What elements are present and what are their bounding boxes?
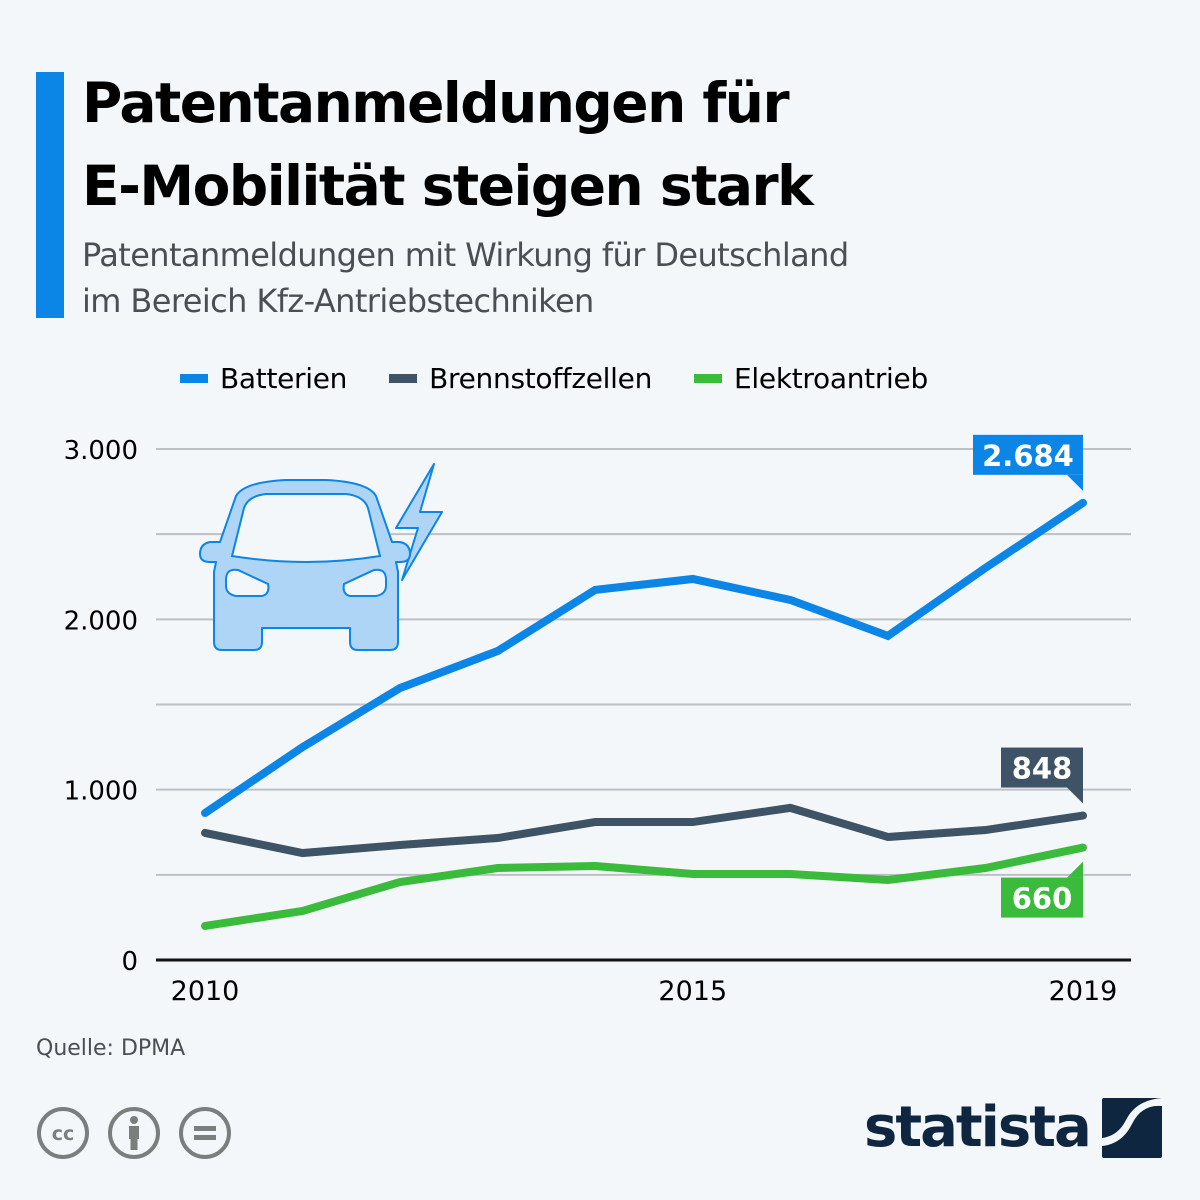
x-tick-label: 2015 xyxy=(658,976,727,1007)
cc-icon[interactable]: cc xyxy=(36,1106,90,1160)
source-note: Quelle: DPMA xyxy=(36,1036,186,1061)
end-label-text: 848 xyxy=(1012,752,1073,786)
end-label-pointer xyxy=(1067,787,1083,804)
series-lines xyxy=(201,498,1087,930)
end-label-brennstoffzellen: 848 xyxy=(1001,747,1083,804)
legend-item-elektroantrieb: Elektroantrieb xyxy=(694,362,928,395)
chart-title: Patentanmeldungen für E-Mobilität steige… xyxy=(82,62,814,228)
end-label-box xyxy=(973,434,1083,475)
statista-logo[interactable]: statista xyxy=(864,1098,1162,1158)
end-value-labels: 2.684 848 660 xyxy=(973,434,1083,918)
legend-item-batterien: Batterien xyxy=(180,362,347,395)
subtitle-line-2: im Bereich Kfz-Antriebstechniken xyxy=(82,282,594,320)
y-tick-label: 1.000 xyxy=(64,777,138,807)
x-tick-label: 2010 xyxy=(171,976,240,1007)
y-tick-label: 3.000 xyxy=(64,436,138,466)
statista-mark-icon xyxy=(1101,1098,1162,1158)
legend-label-brennstoffzellen: Brennstoffzellen xyxy=(429,362,653,395)
attribution-icon[interactable] xyxy=(107,1106,161,1160)
no-derivatives-icon[interactable] xyxy=(178,1106,232,1160)
end-label-text: 660 xyxy=(1012,882,1073,916)
legend-label-batterien: Batterien xyxy=(220,362,348,395)
end-label-text: 2.684 xyxy=(982,439,1074,473)
legend-swatch-brennstoffzellen xyxy=(389,374,418,383)
end-label-elektroantrieb: 660 xyxy=(1001,861,1083,918)
end-label-batterien: 2.684 xyxy=(973,434,1083,491)
legend-label-elektroantrieb: Elektroantrieb xyxy=(734,362,928,395)
title-accent-bar xyxy=(36,72,64,318)
title-line-2: E-Mobilität steigen stark xyxy=(82,154,814,218)
electric-car-icon xyxy=(199,463,443,651)
svg-text:cc: cc xyxy=(52,1123,75,1145)
end-label-pointer xyxy=(1067,474,1083,491)
gridlines xyxy=(156,448,1131,876)
series-line-batterien xyxy=(201,498,1087,818)
series-line-elektroantrieb xyxy=(201,843,1087,930)
chart-legend: Batterien Brennstoffzellen Elektroantrie… xyxy=(180,362,970,395)
legend-swatch-batterien xyxy=(180,374,208,383)
chart-subtitle: Patentanmeldungen mit Wirkung für Deutsc… xyxy=(82,232,849,324)
title-line-1: Patentanmeldungen für xyxy=(82,71,790,135)
subtitle-line-1: Patentanmeldungen mit Wirkung für Deutsc… xyxy=(82,236,849,274)
end-label-box xyxy=(1001,877,1083,918)
x-tick-label: 2019 xyxy=(1049,976,1118,1007)
series-line-brennstoffzellen xyxy=(201,803,1087,858)
y-axis-ticks: 0 1.000 2.000 3.000 xyxy=(64,436,138,977)
license-icons: cc xyxy=(36,1106,249,1160)
x-axis-ticks: 2010 2015 2019 xyxy=(171,976,1118,1007)
y-tick-label: 2.000 xyxy=(64,606,138,636)
brand-name: statista xyxy=(864,1095,1092,1160)
y-tick-label: 0 xyxy=(121,947,138,977)
legend-swatch-elektroantrieb xyxy=(694,374,723,383)
legend-item-brennstoffzellen: Brennstoffzellen xyxy=(389,362,652,395)
end-label-box xyxy=(1001,747,1083,788)
end-label-pointer xyxy=(1067,861,1083,878)
